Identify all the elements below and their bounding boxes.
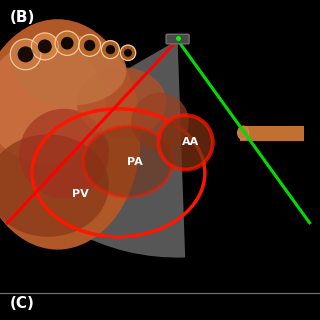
- Ellipse shape: [19, 109, 109, 198]
- Circle shape: [79, 35, 100, 56]
- Ellipse shape: [0, 42, 106, 163]
- Circle shape: [120, 45, 136, 60]
- Circle shape: [61, 37, 74, 50]
- Circle shape: [10, 39, 41, 70]
- Circle shape: [38, 39, 52, 53]
- Circle shape: [31, 33, 58, 60]
- FancyBboxPatch shape: [166, 34, 189, 44]
- Text: PA: PA: [126, 156, 142, 167]
- Ellipse shape: [77, 67, 166, 138]
- Circle shape: [106, 45, 115, 54]
- Circle shape: [18, 46, 34, 62]
- Ellipse shape: [83, 126, 173, 197]
- Text: (B): (B): [10, 10, 35, 25]
- Ellipse shape: [14, 35, 126, 106]
- Text: AA: AA: [182, 137, 199, 148]
- Circle shape: [158, 115, 213, 170]
- Circle shape: [101, 41, 119, 59]
- Circle shape: [124, 49, 132, 57]
- Bar: [240, 126, 304, 141]
- Circle shape: [55, 31, 79, 55]
- Ellipse shape: [0, 134, 109, 237]
- Ellipse shape: [238, 126, 249, 140]
- Ellipse shape: [0, 19, 141, 250]
- Text: (C): (C): [10, 296, 35, 311]
- Circle shape: [84, 40, 95, 51]
- Text: PV: PV: [72, 188, 88, 199]
- Ellipse shape: [131, 93, 189, 150]
- Wedge shape: [0, 40, 185, 258]
